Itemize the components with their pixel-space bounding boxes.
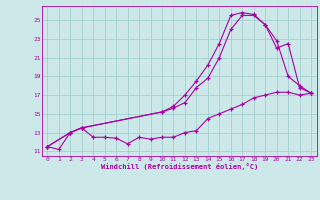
X-axis label: Windchill (Refroidissement éolien,°C): Windchill (Refroidissement éolien,°C) <box>100 163 258 170</box>
